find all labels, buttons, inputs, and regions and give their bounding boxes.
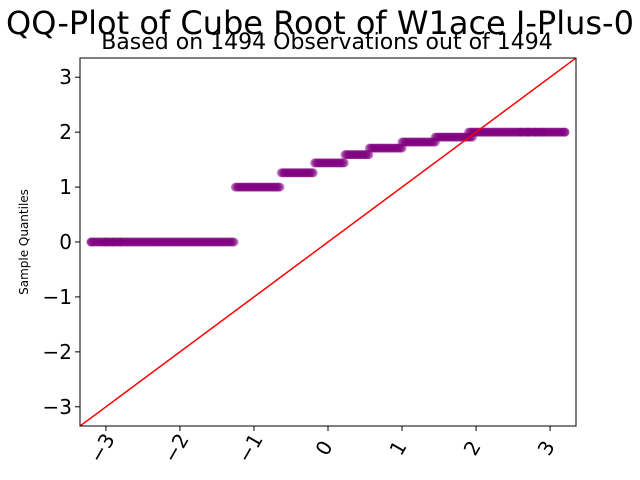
data-point-333 bbox=[523, 127, 533, 137]
y-axis: −3 −2 −1 0 1 2 3 bbox=[43, 65, 80, 419]
reference-line-layer bbox=[80, 58, 576, 426]
data-point-335 bbox=[538, 127, 548, 137]
y-tick-label-6: 3 bbox=[59, 65, 72, 89]
x-tick-label-4: 1 bbox=[384, 436, 411, 459]
data-point-101 bbox=[116, 237, 126, 247]
y-tick-label-4: 1 bbox=[59, 175, 72, 199]
x-tick-label-6: 3 bbox=[533, 436, 560, 459]
data-point-334 bbox=[530, 127, 540, 137]
y-tick-label-5: 2 bbox=[59, 120, 72, 144]
data-point-100 bbox=[108, 237, 118, 247]
data-point-336 bbox=[560, 127, 570, 137]
x-tick-label-3: 0 bbox=[310, 436, 337, 459]
y-tick-label-2: −1 bbox=[43, 285, 72, 309]
points-layer bbox=[86, 127, 570, 247]
data-point-176 bbox=[339, 158, 349, 168]
x-tick-label-5: 2 bbox=[458, 436, 485, 459]
y-axis-label: Sample Quantiles bbox=[17, 189, 31, 295]
x-tick-label-2: −1 bbox=[232, 429, 268, 467]
x-axis: −3 −2 −1 0 1 2 3 bbox=[84, 426, 560, 467]
y-tick-label-3: 0 bbox=[59, 230, 72, 254]
data-point-332 bbox=[515, 127, 525, 137]
data-point-98 bbox=[86, 237, 96, 247]
x-tick-label-0: −3 bbox=[84, 429, 120, 467]
y-tick-label-0: −3 bbox=[43, 395, 72, 419]
data-point-132 bbox=[275, 182, 285, 192]
data-point-97 bbox=[229, 237, 239, 247]
chart-subtitle: Based on 1494 Observations out of 1494 bbox=[101, 30, 553, 55]
reference-line bbox=[80, 58, 576, 426]
y-tick-label-1: −2 bbox=[43, 340, 72, 364]
chart-title: QQ-Plot of Cube Root of W1ace I-Plus-0 bbox=[6, 4, 634, 42]
plot-area bbox=[79, 57, 577, 427]
data-point-99 bbox=[101, 237, 111, 247]
x-tick-label-1: −2 bbox=[158, 429, 194, 467]
data-point-155 bbox=[308, 168, 318, 178]
